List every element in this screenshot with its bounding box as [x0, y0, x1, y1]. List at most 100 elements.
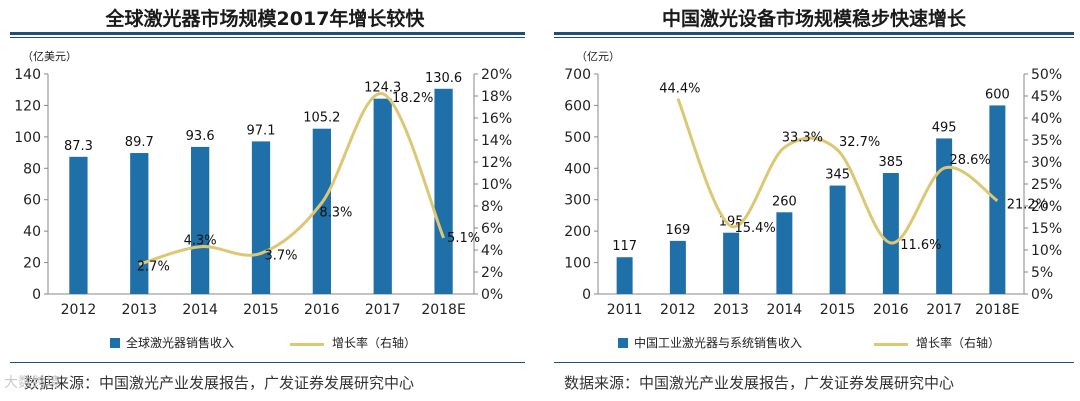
right-bar-label: 495 [932, 120, 957, 135]
right-legend: 中国工业激光器与系统销售收入 增长率（右轴） [618, 334, 1038, 354]
right-legend-line-swatch [874, 343, 908, 346]
right-bar-label: 600 [985, 87, 1010, 102]
left-x-tick-label: 2015 [243, 302, 279, 318]
left-bar-label: 130.6 [425, 71, 462, 86]
right-right-tick-label: 15% [1031, 221, 1062, 237]
left-bar [373, 98, 392, 295]
left-bar-label: 105.2 [303, 111, 340, 126]
right-x-tick-label: 2017 [926, 302, 962, 318]
right-left-tick-label: 700 [564, 67, 591, 83]
left-bar [312, 128, 331, 294]
right-title-rule [554, 32, 1074, 35]
right-right-tick-label: 20% [1031, 199, 1062, 215]
right-x-tick-label: 2011 [607, 302, 643, 318]
right-x-tick-label: 2018E [975, 302, 1019, 318]
right-bar-label: 385 [878, 155, 903, 170]
left-growth-line [138, 92, 445, 266]
right-left-tick-label: 200 [564, 224, 591, 240]
right-title-rule-thin [554, 37, 1074, 38]
right-right-tick-label: 0% [1031, 287, 1053, 303]
left-bar [434, 88, 453, 295]
right-growth-line [676, 98, 999, 245]
left-title-rule [10, 32, 525, 35]
left-growth-label: 3.7% [264, 248, 297, 263]
right-x-tick-label: 2014 [767, 302, 803, 318]
right-bar-label: 345 [825, 168, 850, 183]
right-source-text: 数据来源：中国激光产业发展报告，广发证券发展研究中心 [564, 374, 955, 392]
right-bar [882, 173, 899, 294]
watermark: 大数跨境 [4, 375, 60, 391]
left-x-tick-label: 2016 [304, 302, 340, 318]
left-left-tick-label: 20 [23, 256, 41, 272]
right-growth-label: 33.3% [782, 130, 823, 145]
right-chart-panel: 中国激光设备市场规模稳步快速增长 （亿元） 0 100 200 300 400 500 600… [548, 0, 1080, 401]
left-right-tick-label: 2% [481, 265, 503, 281]
right-chart-svg: （亿元）01002003004005006007000%5%10%15%20%2… [564, 50, 1062, 318]
right-legend-line-label: 增长率（右轴） [916, 336, 1001, 350]
left-x-tick-label: 2018E [421, 302, 465, 318]
left-left-tick-label: 100 [14, 130, 41, 146]
right-growth-label: 32.7% [839, 135, 880, 150]
right-legend-bar-label: 中国工业激光器与系统销售收入 [634, 336, 803, 350]
right-bar-label: 260 [772, 194, 797, 209]
left-left-tick-label: 60 [23, 193, 41, 209]
right-bar [776, 212, 793, 294]
right-bar [829, 185, 846, 294]
left-x-tick-label: 2014 [182, 302, 218, 318]
left-left-tick-label: 0 [32, 287, 41, 303]
right-bar-label: 117 [612, 239, 637, 254]
left-right-tick-label: 12% [481, 155, 512, 171]
left-x-tick-label: 2013 [121, 302, 157, 318]
left-chart-svg: （亿美元） 0 20 40 60 80 100 120 140 0% 2% 4% 6% 8% 10% 12% 1… [14, 50, 512, 318]
right-left-tick-label: 400 [564, 161, 591, 177]
right-right-tick-label: 50% [1031, 67, 1062, 83]
left-x-tick-label: 2017 [365, 302, 401, 318]
left-bar [191, 146, 210, 294]
right-growth-label: 15.4% [734, 221, 775, 236]
left-growth-label: 5.1% [447, 231, 480, 246]
right-x-tick-label: 2012 [660, 302, 696, 318]
left-bar-label: 93.6 [186, 129, 215, 144]
left-bar-label: 89.7 [125, 135, 154, 150]
right-left-tick-label: 500 [564, 130, 591, 146]
right-bar [936, 138, 953, 294]
left-growth-label: 8.3% [319, 206, 352, 221]
right-bar [669, 240, 686, 294]
right-x-tick-label: 2016 [873, 302, 909, 318]
left-legend-bar-label: 全球激光器销售收入 [126, 336, 235, 350]
right-right-tick-label: 30% [1031, 155, 1062, 171]
right-x-tick-label: 2013 [713, 302, 749, 318]
right-legend-bar-swatch [618, 338, 628, 348]
right-growth-label: 28.6% [949, 153, 990, 168]
right-unit-label: （亿元） [576, 50, 620, 63]
left-growth-label: 18.2% [392, 91, 433, 106]
left-right-tick-label: 6% [481, 221, 503, 237]
left-bar-label: 97.1 [247, 123, 276, 138]
left-right-tick-label: 16% [481, 111, 512, 127]
right-chart-title: 中国激光设备市场规模稳步快速增长 [661, 8, 966, 30]
right-right-tick-label: 45% [1031, 89, 1062, 105]
right-left-tick-label: 300 [564, 193, 591, 209]
left-left-tick-label: 40 [23, 224, 41, 240]
right-bar-label: 169 [665, 223, 690, 238]
left-left-tick-label: 80 [23, 161, 41, 177]
right-right-tick-label: 40% [1031, 111, 1062, 127]
left-bar-label: 124.3 [364, 81, 401, 96]
left-growth-label: 4.3% [184, 234, 217, 249]
left-right-tick-label: 8% [481, 199, 503, 215]
right-right-tick-label: 5% [1031, 265, 1053, 281]
right-bar [723, 232, 740, 294]
left-growth-label: 2.7% [137, 259, 170, 274]
left-legend: 全球激光器销售收入 增长率（右轴） [110, 334, 440, 354]
right-source-rule [554, 362, 1074, 363]
left-right-tick-label: 18% [481, 89, 512, 105]
right-left-tick-label: 0 [582, 287, 591, 303]
left-source-text: 数据来源：中国激光产业发展报告，广发证券发展研究中心 [24, 374, 415, 392]
left-legend-line-label: 增长率（右轴） [332, 336, 417, 350]
left-right-tick-label: 4% [481, 243, 503, 259]
left-right-tick-label: 0% [481, 287, 503, 303]
right-bar [616, 257, 633, 294]
left-chart-panel: 全球激光器市场规模2017年增长较快 （亿美元） 0 20 40 60 80 100 120 1… [0, 0, 530, 401]
right-right-tick-label: 10% [1031, 243, 1062, 259]
left-legend-bar-swatch [110, 338, 120, 348]
